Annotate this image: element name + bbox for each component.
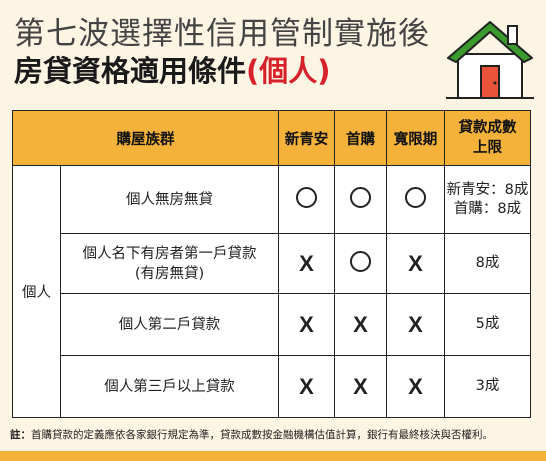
mark-cell: X <box>334 355 387 418</box>
x-mark: X <box>353 311 368 337</box>
mark-cell <box>278 165 335 234</box>
mark-cell: X <box>278 233 335 294</box>
table-row: 個人 個人無房無貸 新青安：8成 首購：8成 <box>12 165 531 418</box>
table-row: 個人第三戶以上貸款 X X X 3成 <box>13 355 531 418</box>
table-row: 個人名下有房者第一戶貸款 (有房無貸) X X 8成 <box>13 233 531 294</box>
mark-cell: X <box>386 293 445 356</box>
row-label: 個人第三戶以上貸款 <box>60 355 279 418</box>
limit-cell: 3成 <box>444 355 531 418</box>
footnote-prefix: 註： <box>10 429 31 441</box>
x-mark: X <box>353 373 368 399</box>
x-mark: X <box>299 373 314 399</box>
x-mark: X <box>408 311 423 337</box>
table-row: 個人第二戶貸款 X X X 5成 <box>13 293 531 356</box>
mark-cell: X <box>278 293 335 356</box>
title-line-1: 第七波選擇性信用管制實施後 <box>14 16 430 52</box>
limit-cell: 新青安：8成 首購：8成 <box>444 165 531 234</box>
circle-mark <box>405 187 426 208</box>
mark-cell <box>334 233 387 294</box>
row-label: 個人第二戶貸款 <box>60 293 279 356</box>
title-main: 房貸資格適用條件 <box>14 54 247 88</box>
x-mark: X <box>299 250 314 276</box>
limit-cell: 8成 <box>444 233 531 294</box>
mark-cell: X <box>386 355 445 418</box>
row-label: 個人名下有房者第一戶貸款 (有房無貸) <box>60 233 279 294</box>
circle-mark <box>296 187 317 208</box>
footnote: 註：首購貸款的定義應依各家銀行規定為準，貸款成數按金融機構估值計算，銀行有最終核… <box>10 427 540 442</box>
eligibility-table: 購屋族群 新青安 首購 寬限期 貸款成數上限 個人 個人無房無貸 新青安：8成 … <box>12 110 531 418</box>
limit-cell: 5成 <box>444 293 531 356</box>
title-line-2: 房貸資格適用條件(個人) <box>14 48 331 90</box>
mark-cell: X <box>334 293 387 356</box>
circle-mark <box>350 187 371 208</box>
x-mark: X <box>299 311 314 337</box>
header-col2: 首購 <box>334 110 387 166</box>
header-group: 購屋族群 <box>12 110 279 166</box>
mark-cell <box>386 165 445 234</box>
row-label: 個人無房無貸 <box>60 165 279 234</box>
circle-mark <box>350 251 371 272</box>
row-label-line: 個人名下有房者第一戶貸款 <box>82 245 257 262</box>
footnote-text: 首購貸款的定義應依各家銀行規定為準，貸款成數按金融機構估值計算，銀行有最終核決與… <box>31 429 493 441</box>
title-accent: (個人) <box>246 54 331 88</box>
header-col3: 寬限期 <box>386 110 445 166</box>
x-mark: X <box>408 373 423 399</box>
mark-cell: X <box>386 233 445 294</box>
row-label-line: (有房無貸) <box>134 265 205 282</box>
header-col1: 新青安 <box>278 110 335 166</box>
house-icon <box>446 21 534 99</box>
bottom-accent-bar <box>0 451 546 461</box>
limit-line: 首購：8成 <box>453 200 522 217</box>
table-header-row: 購屋族群 新青安 首購 寬限期 貸款成數上限 <box>12 110 531 166</box>
mark-cell <box>334 165 387 234</box>
mark-cell: X <box>278 355 335 418</box>
x-mark: X <box>408 250 423 276</box>
header-col4: 貸款成數上限 <box>444 110 531 166</box>
limit-line: 新青安：8成 <box>446 181 529 198</box>
group-label: 個人 <box>12 165 61 418</box>
